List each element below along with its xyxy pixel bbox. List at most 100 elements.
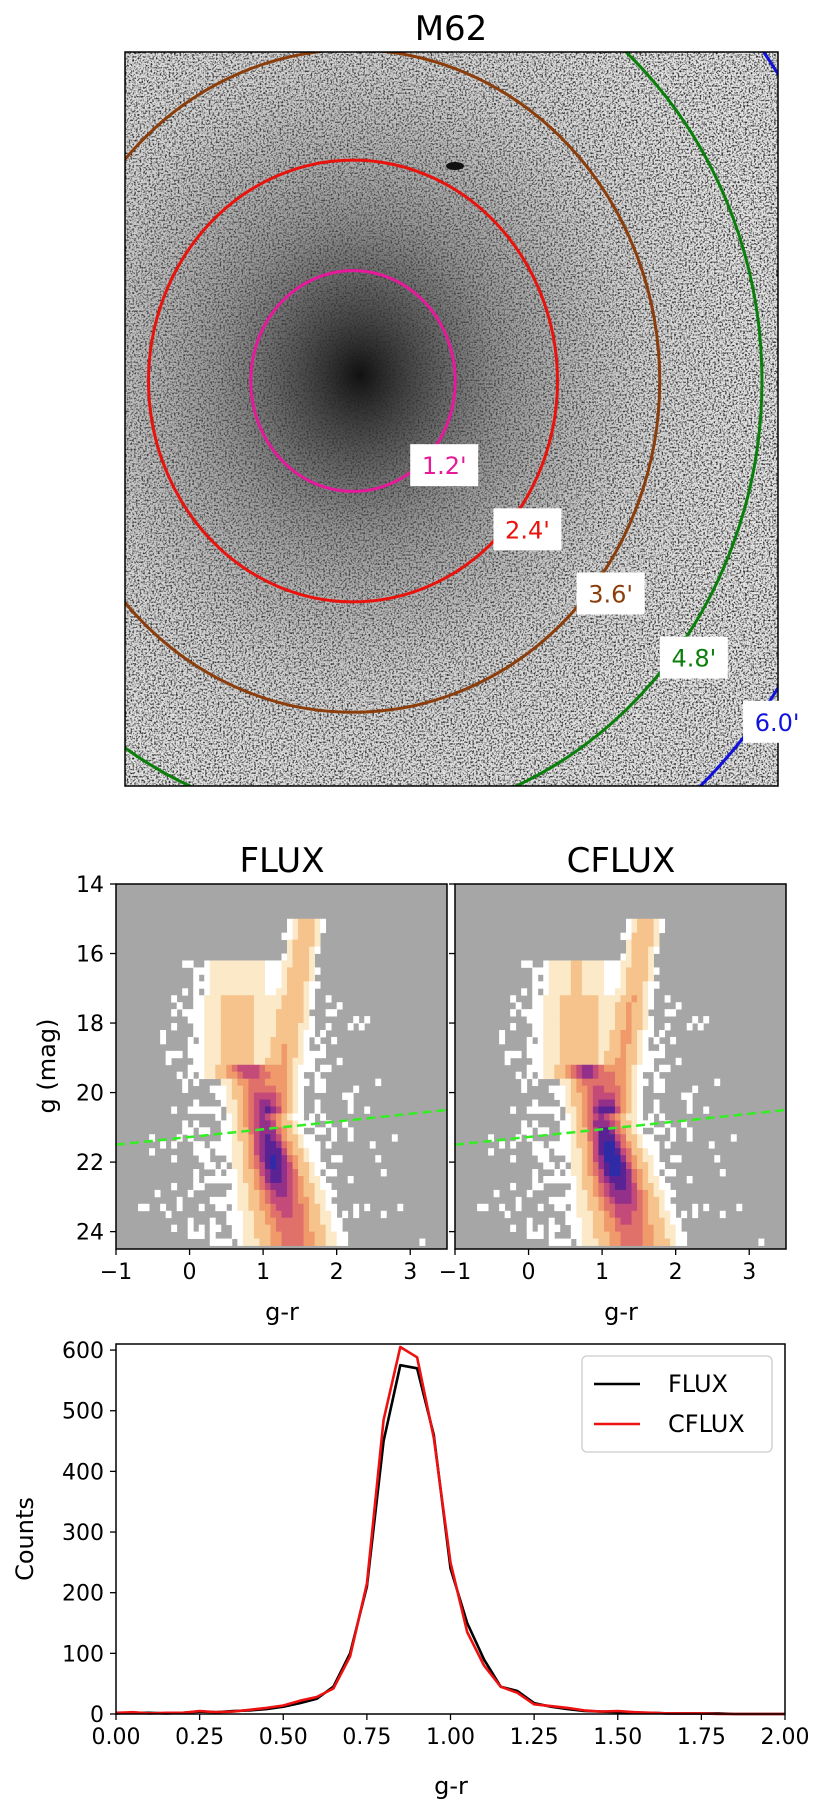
cmd-bin [298, 1176, 304, 1184]
cmd-bin [548, 1085, 555, 1093]
cmd-bin [565, 974, 572, 982]
cmd-bin [642, 1155, 649, 1163]
cmd-bin [336, 1155, 343, 1163]
cmd-bin [642, 1203, 649, 1212]
cmd-bin [587, 1217, 594, 1226]
cmd-bin [576, 1231, 583, 1239]
cmd-bin [292, 967, 299, 975]
cmd-bin [664, 1120, 671, 1128]
cmd-bin [637, 1078, 643, 1087]
cmd-bin [220, 1009, 227, 1017]
cmd-bin [565, 1043, 572, 1052]
cmd-bin [242, 974, 249, 982]
cmd-bin [642, 1030, 649, 1038]
cmd-bin [570, 1036, 577, 1045]
cmd-bin [603, 1043, 610, 1052]
cmd-bin [565, 1057, 572, 1066]
cmd-bin [292, 1210, 299, 1219]
cmd-bin [648, 946, 654, 954]
cmd-bin [554, 1092, 561, 1100]
cmd-bin [298, 939, 304, 947]
cmd-bin [248, 1217, 255, 1226]
cluster-image [125, 52, 778, 786]
cmd-bin [659, 1196, 666, 1205]
cmd-bin [215, 1238, 222, 1246]
cmd-bin [603, 1078, 610, 1087]
cmd-bin [242, 1106, 249, 1114]
cmd-bin [637, 1030, 643, 1038]
cmd-bin [281, 1030, 288, 1038]
cmd-bin [554, 1064, 561, 1073]
cmd-bin [576, 1009, 583, 1017]
cmd-bin [309, 1169, 315, 1177]
cmd-bin [298, 1071, 304, 1080]
cmd-bin [204, 1162, 211, 1170]
cmd-bin [270, 1224, 277, 1233]
cmd-bin [264, 1217, 271, 1226]
cmd-bin [270, 988, 277, 996]
cmd-bin [275, 1009, 282, 1017]
cmd-bin [242, 1043, 249, 1052]
cmd-bin [248, 1043, 255, 1052]
cmd-bin [259, 1231, 266, 1239]
cmd-bin [581, 1155, 588, 1163]
cmd-bin [631, 1176, 638, 1184]
hist-xtick-label: 1.00 [426, 1725, 475, 1750]
cmd-bin [176, 1196, 183, 1205]
cmd-bin [609, 974, 616, 982]
cmd-bin [626, 1043, 632, 1052]
cmd-bin [653, 1127, 660, 1135]
cmd-bin [548, 1043, 555, 1052]
cmd-bin [320, 1113, 327, 1121]
legend-label-flux: FLUX [668, 1370, 728, 1398]
cmd-bin [603, 1217, 610, 1226]
cmd-bin [626, 1113, 632, 1121]
cmd-bin [565, 1210, 572, 1219]
cmd-bin [198, 1057, 205, 1066]
cmd-bin [598, 995, 605, 1003]
cmd-bin [609, 1113, 616, 1121]
cmd-bin [253, 1043, 260, 1052]
cmd-bin [160, 1036, 167, 1045]
cmd-bin [554, 1009, 561, 1017]
cmd-bin [237, 1224, 244, 1233]
cmd-bin [581, 1196, 588, 1205]
cmd-bin [631, 1231, 638, 1239]
cmd-bin [548, 1162, 555, 1170]
cmd-bin [270, 1189, 277, 1198]
cmd-bin [275, 1189, 282, 1198]
cmd-bin [253, 974, 260, 982]
cmd-bin [242, 1203, 249, 1212]
cmd-bin [614, 1127, 621, 1135]
cmd-bin [242, 1057, 249, 1066]
cmd-bin [270, 1064, 277, 1073]
cmd-bin [193, 1078, 200, 1087]
cmd-bin [314, 946, 321, 954]
cmd-bin [659, 1231, 666, 1239]
cmd-bin [603, 1036, 610, 1045]
cmd-bin [253, 1023, 260, 1031]
cmd-bin [336, 1238, 343, 1246]
cmd-bin [215, 1196, 222, 1205]
cmd-bin [637, 995, 643, 1003]
cmd-bin [576, 1127, 583, 1135]
cmd-bin [215, 988, 222, 996]
cmd-bin [653, 1210, 660, 1219]
cmd-bin [281, 1016, 288, 1024]
cmd-bin [264, 1057, 271, 1066]
cmd-bin [570, 1016, 577, 1024]
cmd-bin [598, 1141, 605, 1149]
cmd-bin [259, 1106, 266, 1114]
cmd-bin [314, 1078, 321, 1087]
cmd-bin [264, 1016, 271, 1024]
cmd-bin [198, 1106, 205, 1114]
cmd-bin [592, 995, 599, 1003]
cmd-bin [275, 1071, 282, 1080]
cmd-bin [204, 967, 211, 975]
cmd-bin [521, 960, 528, 968]
cmd-bin [215, 1023, 222, 1031]
cmd-bin [642, 1217, 649, 1226]
cmd-bin [220, 1196, 227, 1205]
cmd-bin [303, 1196, 310, 1205]
cmd-bin [275, 1023, 282, 1031]
